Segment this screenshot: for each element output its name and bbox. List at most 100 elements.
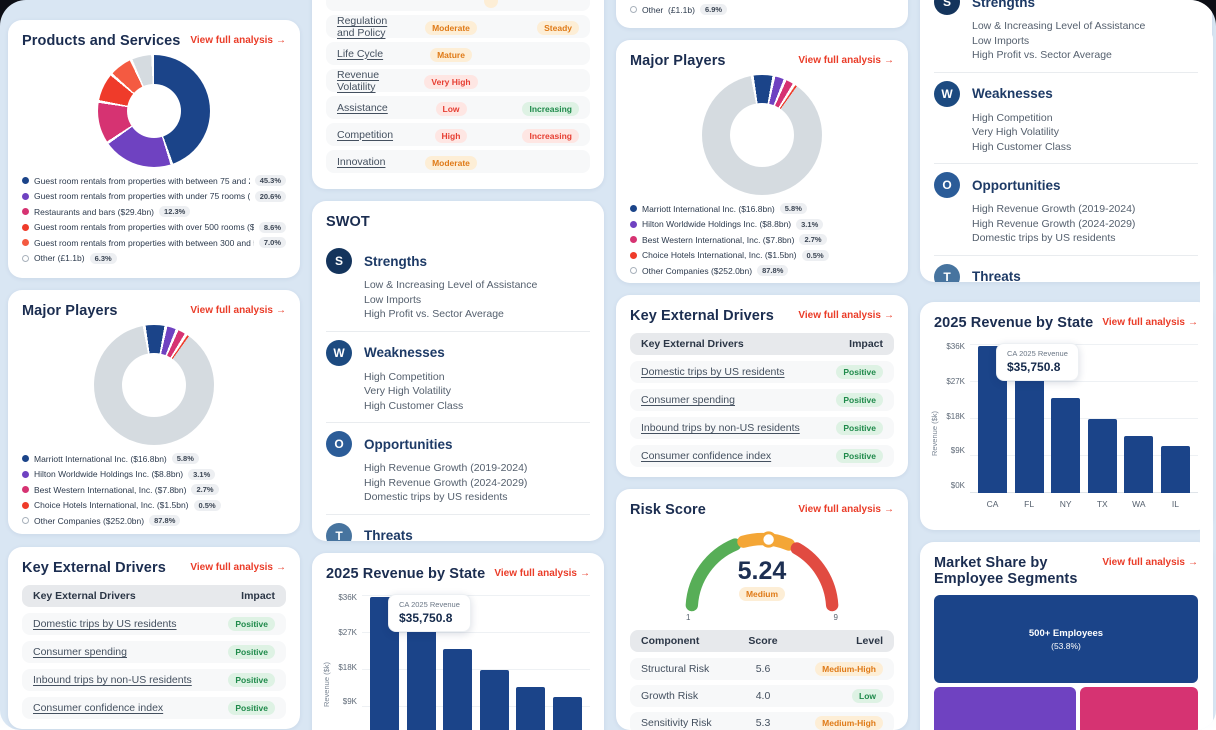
swot-item: Domestic trips by US residents <box>972 232 1116 244</box>
legend-item: Other (£1.1b) 6.9% <box>630 4 894 15</box>
bar-FL <box>406 629 436 730</box>
gauge-min-label: 1 <box>686 613 691 622</box>
attribute-link[interactable]: Competition <box>337 128 394 141</box>
bar-IL <box>1160 446 1190 493</box>
arrow-right-icon: → <box>276 562 286 573</box>
gridline <box>362 669 590 670</box>
attribute-badge: Very High <box>424 75 478 89</box>
swot-item: High Revenue Growth (2024-2029) <box>364 476 528 489</box>
attribute-badge: High <box>434 128 468 143</box>
badge-slot: High <box>434 126 468 144</box>
driver-row: Consumer confidence index Positive <box>630 445 894 467</box>
legend-dot <box>22 501 29 509</box>
attribute-link[interactable]: Innovation <box>337 155 386 168</box>
header-impact: Impact <box>241 590 275 602</box>
bar-chart-wrap: Revenue ($k) $36K $27K $18K $9K $0K CAFL… <box>322 593 590 730</box>
legend-dot <box>630 205 637 212</box>
driver-link[interactable]: Inbound trips by non-US residents <box>33 674 192 686</box>
major-players-card: Major Players View full analysis → Marrio… <box>616 40 908 283</box>
risk-score-value: 5.24 <box>737 557 787 585</box>
view-full-analysis-link[interactable]: View full analysis → <box>494 568 590 579</box>
swot-section-weaknesses: W Weaknesses High Competition Very High Vol… <box>326 330 590 423</box>
swot-sections: S Strengths Low & Increasing Level of Assi… <box>326 240 590 541</box>
gridline <box>970 344 1198 345</box>
drivers-rows: Domestic trips by US residents Positive Co… <box>22 613 286 719</box>
legend-label: Choice Hotels International, Inc. ($1.5b… <box>642 250 797 260</box>
donut-hole <box>730 103 794 167</box>
legend-label: Best Western International, Inc. ($7.8bn… <box>642 234 795 245</box>
x-axis-labels: CA FL NY TX WA IL <box>970 499 1198 509</box>
legend-dot <box>630 220 637 228</box>
driver-link[interactable]: Consumer confidence index <box>33 702 164 714</box>
y-axis-label: Revenue ($k) <box>930 410 939 456</box>
gridline <box>970 455 1198 456</box>
legend-pct-badge: 8.6% <box>258 221 286 233</box>
treemap-segment-500plus: 500+ Employees (53.8%) <box>934 595 1198 683</box>
chart-tooltip: CA 2025 Revenue $35,750.8 <box>996 343 1079 381</box>
card-title: 2025 Revenue by State <box>934 315 1094 331</box>
key-external-drivers-card: Key External Drivers View full analysis →… <box>616 295 908 477</box>
legend-label: Marriott International Inc. ($16.8bn) <box>34 453 167 464</box>
risk-rows: Structural Risk 5.6 Medium-High Growth Risk… <box>630 658 894 730</box>
view-full-analysis-link[interactable]: View full analysis → <box>798 504 894 515</box>
driver-link[interactable]: Consumer spending <box>33 646 127 658</box>
driver-link[interactable]: Inbound trips by non-US residents <box>641 422 800 434</box>
swot-items: High Revenue Growth (2019-2024) High Reve… <box>364 461 590 505</box>
tooltip-label: CA 2025 Revenue <box>399 600 460 609</box>
x-tick-CA: CA <box>986 499 999 509</box>
swot-heading-row: W Weaknesses <box>326 339 590 366</box>
view-full-analysis-link[interactable]: View full analysis → <box>190 562 286 573</box>
y-tick: $36K <box>338 593 357 602</box>
driver-row: Inbound trips by non-US residents Positiv… <box>630 417 894 439</box>
bar-NY <box>443 649 473 730</box>
legend-pct-badge: 45.3% <box>254 175 286 186</box>
risk-score-card: Risk Score View full analysis → 5.24 Medi… <box>616 489 908 730</box>
driver-link[interactable]: Domestic trips by US residents <box>33 618 177 630</box>
view-full-analysis-link[interactable]: View full analysis → <box>1102 557 1198 568</box>
attribute-badge: Steady <box>537 21 579 35</box>
legend-label: Hilton Worldwide Holdings Inc. ($8.8bn) <box>34 469 184 479</box>
attribute-link[interactable]: Assistance <box>337 101 388 114</box>
risk-row: Growth Risk 4.0 Low <box>630 685 894 707</box>
swot-sections: S Strengths Low & Increasing Level of Assi… <box>934 0 1198 282</box>
swot-heading: Opportunities <box>972 177 1061 193</box>
column-1: Products and Services View full analysis… <box>8 20 300 730</box>
risk-component: Sensitivity Risk <box>641 717 712 729</box>
treemap-label: 500+ Employees <box>1028 627 1104 639</box>
swot-item: High Profit vs. Sector Average <box>972 49 1112 61</box>
driver-link[interactable]: Consumer confidence index <box>641 450 772 462</box>
view-full-analysis-link[interactable]: View full analysis → <box>798 310 894 321</box>
legend-item: Other Companies ($252.0bn) 87.8% <box>630 265 894 276</box>
column-4: S W O T S Strengths Low & Increasing Level of… <box>920 0 1212 730</box>
view-full-analysis-link[interactable]: View full analysis → <box>190 305 286 316</box>
bar-WA <box>516 686 546 730</box>
attribute-link[interactable]: Revenue Volatility <box>337 69 380 93</box>
tooltip-label: CA 2025 Revenue <box>1007 349 1068 358</box>
view-full-analysis-link[interactable]: View full analysis → <box>190 35 286 46</box>
legend-pct-badge: 6.3% <box>89 252 117 264</box>
view-full-analysis-link[interactable]: View full analysis → <box>1102 317 1198 328</box>
legend-label: Other Companies ($252.0bn) <box>642 265 753 276</box>
attribute-badge: Low <box>435 101 467 116</box>
badge-slot: Moderate <box>425 18 477 36</box>
attribute-row: Revenue Volatility Very High <box>326 69 590 93</box>
impact-badge: Positive <box>836 365 883 379</box>
y-tick: $9K <box>950 446 965 456</box>
table-header: Key External Drivers Impact <box>630 333 894 355</box>
x-tick-IL: IL <box>1171 499 1180 509</box>
swot-heading: Opportunities <box>364 436 453 452</box>
arrow-right-icon: → <box>1188 317 1198 328</box>
driver-link[interactable]: Domestic trips by US residents <box>641 366 785 378</box>
products-services-card: Products and Services View full analysis… <box>8 20 300 278</box>
swot-section-opportunities: O Opportunities High Revenue Growth (2019-… <box>934 163 1198 255</box>
risk-score-cell: 5.6 <box>755 663 771 675</box>
attribute-badge: Moderate <box>425 21 477 35</box>
bars-row <box>970 345 1198 493</box>
driver-link[interactable]: Consumer spending <box>641 394 735 406</box>
view-full-analysis-link[interactable]: View full analysis → <box>798 55 894 66</box>
driver-row: Inbound trips by non-US residents Positiv… <box>22 669 286 691</box>
swot-heading-row: S Strengths <box>326 248 590 274</box>
attribute-link[interactable]: Life Cycle <box>337 47 384 60</box>
attribute-link[interactable]: Regulation and Policy <box>337 15 388 39</box>
